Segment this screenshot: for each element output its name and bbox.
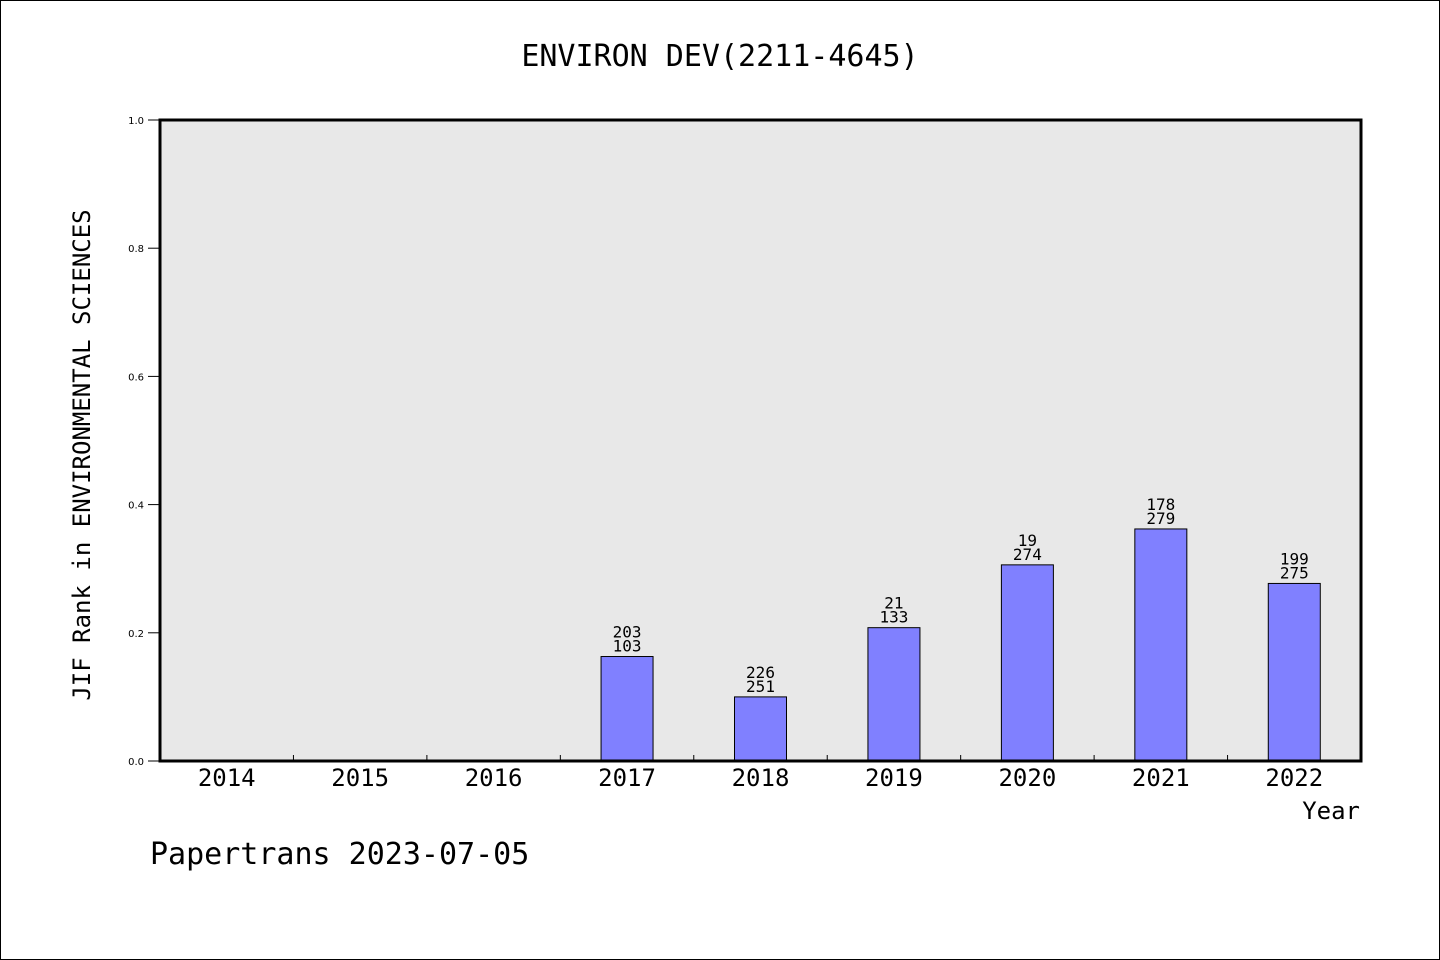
bar-rank-label: 19 — [1018, 531, 1037, 550]
x-tick-label: 2019 — [865, 764, 923, 792]
bar — [1267, 582, 1321, 762]
plot-border — [158, 118, 1363, 763]
x-tick-label: 2014 — [198, 764, 256, 792]
x-tick-label: 2021 — [1132, 764, 1190, 792]
footer-source-date: Papertrans 2023-07-05 — [150, 837, 529, 872]
bar-total-label: 251 — [746, 677, 775, 696]
bar — [867, 627, 921, 762]
bar-rank-label: 199 — [1280, 549, 1309, 568]
x-tick-label: 2022 — [1265, 764, 1323, 792]
y-tick-label: 0.2 — [128, 629, 144, 640]
y-tick-label: 0.0 — [128, 757, 144, 768]
bar-rank-label: 203 — [613, 623, 642, 642]
bar — [1000, 564, 1054, 762]
y-tick-label: 1.0 — [128, 116, 144, 127]
bar-total-label: 103 — [613, 637, 642, 656]
x-tick-label: 2017 — [598, 764, 656, 792]
x-tick-label: 2020 — [998, 764, 1056, 792]
y-axis-ticks: 0.0 0.2 0.4 0.6 0.8 1.0 — [128, 116, 160, 768]
bar-total-label: 279 — [1146, 509, 1175, 528]
bar-total-label: 274 — [1013, 545, 1042, 564]
y-axis-label: JIF Rank in ENVIRONMENTAL SCIENCES — [68, 209, 96, 700]
bar-rank-label: 178 — [1146, 495, 1175, 514]
bar — [600, 656, 654, 762]
y-tick-label: 0.8 — [128, 244, 144, 255]
bar-rank-label: 21 — [884, 594, 903, 613]
bar — [734, 696, 787, 762]
bar-total-label: 275 — [1280, 563, 1309, 582]
x-tick-label: 2016 — [465, 764, 523, 792]
x-tick-label: 2015 — [331, 764, 389, 792]
x-axis-label: Year — [1302, 797, 1360, 825]
y-tick-label: 0.4 — [128, 501, 144, 512]
bar-rank-label: 226 — [746, 663, 775, 682]
chart-title: ENVIRON DEV(2211-4645) — [521, 39, 918, 74]
x-axis-ticks: 2014 2015 2016 2017 2018 2019 2020 2021 2022 — [198, 755, 1323, 792]
bar-total-label: 133 — [879, 608, 908, 627]
bar — [1134, 528, 1188, 762]
bar-series — [600, 528, 1321, 762]
x-tick-label: 2018 — [732, 764, 790, 792]
y-tick-label: 0.6 — [128, 372, 144, 383]
